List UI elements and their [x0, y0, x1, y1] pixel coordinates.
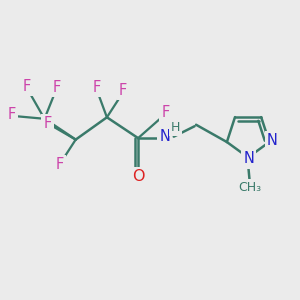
Text: N: N — [159, 129, 170, 144]
Text: N: N — [267, 133, 278, 148]
Text: F: F — [119, 83, 128, 98]
Text: F: F — [8, 107, 16, 122]
Text: F: F — [43, 116, 52, 131]
Text: N: N — [243, 152, 254, 166]
Text: H: H — [171, 121, 181, 134]
Text: F: F — [52, 80, 61, 95]
Text: F: F — [22, 79, 31, 94]
Text: F: F — [162, 105, 170, 120]
Text: O: O — [132, 169, 144, 184]
Text: F: F — [55, 158, 64, 172]
Text: F: F — [92, 80, 101, 95]
Text: CH₃: CH₃ — [238, 181, 261, 194]
